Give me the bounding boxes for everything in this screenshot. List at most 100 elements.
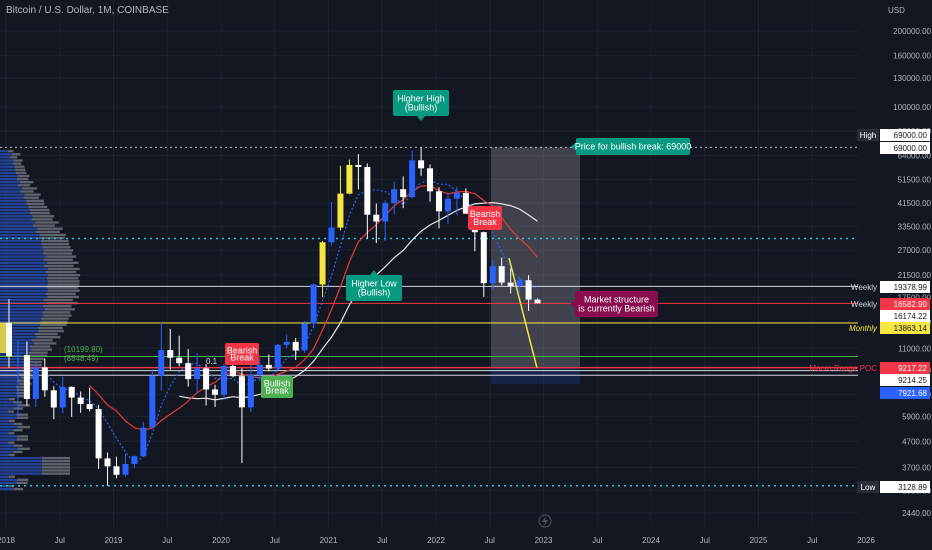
annotation-market-structure-text: Market structure <box>584 295 649 305</box>
volume-profile-bar <box>0 463 42 466</box>
volume-profile-bar <box>0 376 22 379</box>
time-tick-label: 2018 <box>0 536 15 545</box>
annotation-bearish-break-2020-text: Break <box>230 353 254 363</box>
volume-profile-bar <box>0 357 27 361</box>
volume-profile-bar <box>43 252 72 255</box>
volume-profile-bar <box>0 295 48 299</box>
volume-profile-bar <box>0 447 18 450</box>
candle-body <box>104 458 111 467</box>
volume-profile-bar <box>45 270 77 274</box>
fib-label-3: 0.1 <box>206 357 218 366</box>
volume-profile-bar <box>31 348 53 351</box>
volume-profile-bar <box>0 478 17 481</box>
volume-profile-bar <box>0 205 29 209</box>
volume-profile-bar <box>0 460 42 463</box>
volume-profile-bar <box>0 267 48 271</box>
price-tick-label: 4700.00 <box>902 437 931 446</box>
volume-profile-bar <box>0 382 19 385</box>
annotation-higher-high-text: Higher High <box>397 94 445 104</box>
volume-profile-bar <box>9 398 16 401</box>
time-tick-label: 2024 <box>642 536 660 545</box>
price-level-tag-value: 7921.68 <box>898 389 927 398</box>
price-tick-label: 64000.00 <box>898 152 932 161</box>
volume-profile-bar <box>42 246 71 249</box>
volume-profile-bar <box>0 233 40 237</box>
volume-profile-bar <box>13 450 23 454</box>
annotation-bearish-break-2022-box <box>468 206 502 230</box>
price-level-tag-value: 9217.22 <box>898 364 927 373</box>
volume-profile-bar <box>16 391 28 395</box>
volume-profile-bar <box>42 460 70 463</box>
volume-profile-bar <box>32 215 55 218</box>
volume-profile-bar <box>25 360 43 364</box>
price-level-side-label: Macro Range POC <box>809 364 877 373</box>
volume-profile-bar <box>29 208 50 212</box>
volume-profile-bar <box>47 295 80 299</box>
moving-average-blue <box>44 179 538 465</box>
volume-profile-bar <box>0 466 42 469</box>
volume-profile-bar <box>8 410 15 413</box>
annotation-market-structure-box <box>575 291 658 317</box>
price-tick-label: 3700.00 <box>902 463 931 472</box>
price-level-tag-value: 3128.89 <box>898 483 927 492</box>
price-level-tag-value: 13863.14 <box>894 324 928 333</box>
price-tick-label: 17500.00 <box>898 293 932 302</box>
volume-profile-bar <box>42 472 70 475</box>
volume-profile-bar <box>0 345 31 348</box>
volume-profile-bar <box>42 463 70 466</box>
volume-profile-bar <box>42 456 70 460</box>
volume-profile-bar <box>0 379 17 382</box>
volume-profile-bar <box>0 243 42 246</box>
candle-body <box>6 322 12 357</box>
price-level-side-label: Low <box>861 483 876 492</box>
volume-profile-bar <box>0 456 42 460</box>
candle-body <box>337 193 344 228</box>
volume-profile-bar <box>10 156 18 159</box>
volume-profile-bar <box>16 435 28 438</box>
candle-body <box>185 363 192 380</box>
candle-body <box>14 355 21 357</box>
volume-profile-bar <box>0 221 36 224</box>
volume-profile-bar <box>42 314 72 317</box>
volume-profile-bar <box>0 339 32 342</box>
annotation-bullish-break-price-box <box>576 138 690 155</box>
volume-profile-bar <box>16 388 28 392</box>
fib-label-1: (10199.80) <box>64 345 103 354</box>
price-level-tag-value: 69000.00 <box>894 131 928 140</box>
volume-profile-bar <box>0 363 26 367</box>
volume-profile-bar <box>0 239 42 243</box>
lightning-event-circle <box>538 514 552 528</box>
volume-profile-bar <box>28 205 48 209</box>
candle-body <box>346 164 353 194</box>
volume-profile-bar <box>0 314 43 317</box>
candle-body <box>516 280 523 287</box>
candle-body <box>32 367 39 399</box>
volume-profile-bar <box>0 277 47 280</box>
volume-profile-bar <box>0 416 17 419</box>
volume-profile-bar <box>0 184 19 187</box>
price-level-side-label: Weekly <box>851 300 877 309</box>
candle-body <box>194 368 201 380</box>
candle-body <box>498 266 505 283</box>
volume-profile-bar <box>43 298 73 302</box>
price-level-side-label: Weekly <box>851 283 877 292</box>
volume-profile-bar <box>17 174 30 178</box>
volume-profile-bar <box>0 159 14 162</box>
candle-body <box>229 366 236 377</box>
price-level-tag <box>880 362 930 374</box>
volume-profile-bar <box>32 224 55 227</box>
annotation-bullish-break-price-text: Price for bullish break: 69000 <box>575 142 692 152</box>
volume-profile-bar <box>13 487 24 491</box>
volume-profile-bar <box>46 286 79 289</box>
volume-profile-bar <box>28 351 48 354</box>
candle-body <box>427 168 434 192</box>
volume-profile-bar <box>26 357 45 361</box>
candle-body <box>310 284 317 324</box>
volume-profile-bar <box>16 438 29 441</box>
volume-profile-bar <box>0 323 40 326</box>
volume-profile-bar <box>0 425 18 429</box>
currency-label: USD <box>888 6 905 15</box>
